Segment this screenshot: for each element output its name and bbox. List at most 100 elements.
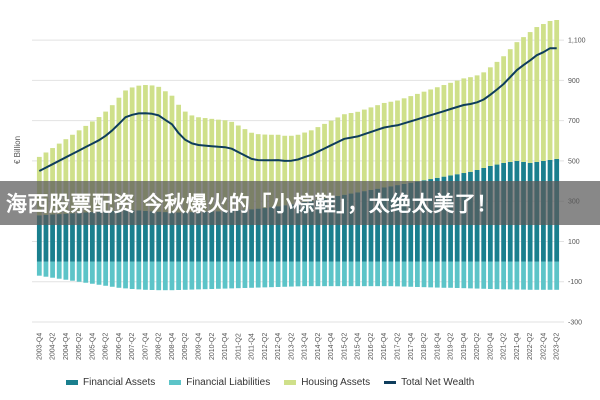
bar-housing-assets (302, 132, 308, 203)
bar-financial-liabilities (242, 261, 248, 288)
bar-housing-assets (494, 61, 500, 165)
bar-financial-liabilities (235, 261, 241, 289)
line-layer (38, 47, 557, 172)
bar-housing-assets (149, 85, 155, 212)
bar-housing-assets (242, 129, 248, 210)
bar-financial-assets (202, 211, 208, 262)
banner-text[interactable]: 海西股票配资 今秋爆火的「小棕鞋」，太绝太美了！ (6, 192, 498, 216)
bar-financial-liabilities (541, 261, 546, 290)
bar-housing-assets (96, 117, 102, 212)
legend-swatch-financial-assets (66, 380, 78, 385)
bar-housing-assets (202, 118, 208, 212)
bar-housing-assets (83, 125, 89, 213)
bar-housing-assets (348, 113, 354, 194)
x-tick-label: 2010-Q4 (222, 333, 229, 360)
x-tick-label: 2019-Q4 (461, 333, 468, 360)
bar-housing-assets (461, 78, 467, 174)
bar-housing-assets (255, 134, 261, 209)
bar-housing-assets (541, 24, 546, 161)
bar-housing-assets (401, 98, 407, 184)
x-tick-label: 2004-Q2 (50, 333, 57, 360)
bar-housing-assets (468, 77, 473, 172)
bar-financial-liabilities (474, 261, 480, 289)
bar-housing-assets (156, 86, 162, 212)
bar-financial-liabilities (169, 261, 175, 291)
bar-financial-liabilities (129, 261, 135, 289)
bar-housing-assets (514, 42, 520, 161)
x-tick-label: 2007-Q4 (142, 333, 149, 360)
bar-housing-assets (415, 93, 420, 182)
bar-financial-assets (361, 191, 367, 262)
bar-financial-liabilities (368, 261, 374, 287)
bar-financial-assets (209, 211, 215, 262)
bar-financial-liabilities (521, 261, 526, 290)
bar-financial-liabilities (50, 261, 55, 278)
bar-financial-assets (143, 210, 148, 262)
bar-housing-assets (361, 109, 367, 192)
bar-financial-liabilities (302, 261, 308, 287)
bar-housing-assets (56, 143, 62, 215)
bar-financial-assets (103, 211, 109, 262)
bar-financial-assets (275, 206, 281, 262)
bar-housing-assets (375, 105, 380, 189)
x-tick-label: 2020-Q2 (474, 333, 481, 360)
bar-financial-liabilities (355, 261, 361, 287)
x-tick-label: 2016-Q2 (368, 333, 375, 360)
bar-housing-assets (103, 111, 109, 212)
x-tick-label: 2013-Q4 (302, 333, 309, 360)
bar-financial-assets (76, 212, 82, 262)
bar-financial-assets (322, 198, 327, 262)
bar-financial-liabilities (56, 261, 62, 279)
y-tick-label: 1,100 (568, 38, 586, 45)
bar-financial-liabilities (255, 261, 261, 288)
bar-housing-assets (162, 91, 168, 213)
bar-housing-assets (434, 87, 440, 178)
bar-housing-assets (388, 101, 394, 187)
bar-housing-assets (454, 80, 460, 175)
legend-item-financial-assets: Financial Assets (66, 377, 155, 388)
bar-financial-assets (375, 188, 380, 262)
bar-financial-assets (216, 211, 221, 262)
bar-financial-liabilities (527, 261, 533, 290)
x-tick-label: 2010-Q2 (209, 333, 216, 360)
bar-financial-assets (162, 212, 168, 262)
bar-financial-liabilities (348, 261, 354, 287)
bar-financial-assets (149, 211, 155, 262)
bar-financial-liabilities (501, 261, 507, 290)
bar-housing-assets (322, 123, 327, 199)
bar-financial-assets (342, 194, 347, 262)
bar-financial-assets (335, 195, 341, 262)
bar-financial-assets (355, 192, 361, 262)
bar-financial-assets (308, 200, 314, 262)
bar-financial-liabilities (441, 261, 447, 288)
bar-financial-liabilities (196, 261, 201, 290)
bar-financial-assets (182, 212, 188, 262)
y-tick-label: -100 (568, 279, 582, 286)
bar-financial-assets (123, 210, 128, 262)
bar-financial-liabilities (156, 261, 162, 291)
bar-financial-assets (242, 209, 248, 262)
bar-financial-assets (249, 209, 254, 262)
bar-financial-assets (288, 204, 294, 262)
bar-housing-assets (89, 121, 95, 213)
bar-housing-assets (209, 118, 215, 212)
bar-financial-assets (129, 210, 135, 262)
bar-financial-liabilities (63, 261, 69, 280)
bar-financial-liabilities (534, 261, 540, 290)
bar-financial-liabilities (229, 261, 235, 289)
x-tick-label: 2014-Q2 (315, 333, 322, 360)
bar-financial-assets (348, 193, 354, 262)
y-tick-label: 900 (568, 78, 580, 85)
x-tick-label: 2015-Q4 (355, 333, 362, 360)
overlay-banner[interactable]: 海西股票配资 今秋爆火的「小棕鞋」，太绝太美了！ (0, 181, 600, 225)
bar-financial-assets (282, 205, 288, 262)
bar-financial-liabilities (415, 261, 420, 287)
x-tick-label: 2007-Q2 (129, 333, 136, 360)
bar-financial-liabilities (96, 261, 102, 285)
bar-financial-liabilities (361, 261, 367, 287)
bar-financial-assets (63, 213, 69, 262)
bar-housing-assets (129, 87, 135, 211)
bar-financial-assets (269, 207, 274, 262)
bar-financial-liabilities (202, 261, 208, 290)
legend-label-financial-liabilities: Financial Liabilities (186, 377, 271, 388)
